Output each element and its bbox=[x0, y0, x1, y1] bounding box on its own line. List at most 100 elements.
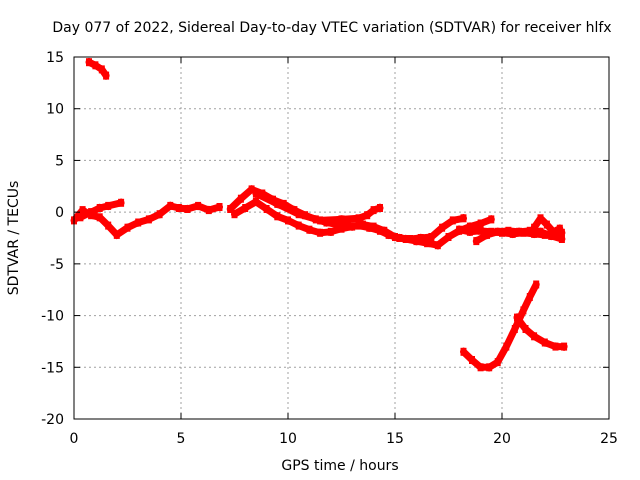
x-axis-label: GPS time / hours bbox=[281, 458, 398, 474]
data-point bbox=[533, 280, 540, 289]
data-series bbox=[70, 58, 568, 372]
data-point bbox=[526, 226, 533, 235]
data-point bbox=[98, 65, 105, 74]
data-point bbox=[242, 204, 249, 212]
data-point bbox=[505, 226, 512, 235]
data-point bbox=[118, 198, 125, 207]
y-tick-label: 0 bbox=[55, 205, 64, 221]
data-point bbox=[469, 356, 475, 364]
data-point bbox=[460, 347, 467, 356]
y-tick-label: -10 bbox=[41, 309, 64, 325]
x-tick-label: 25 bbox=[600, 431, 618, 447]
data-point bbox=[503, 342, 510, 351]
data-point bbox=[216, 203, 223, 211]
data-point bbox=[370, 222, 377, 231]
data-point bbox=[205, 206, 212, 215]
data-point bbox=[306, 225, 313, 234]
data-point bbox=[79, 206, 86, 215]
data-point bbox=[541, 338, 548, 347]
data-point bbox=[295, 221, 302, 230]
chart-title: Day 077 of 2022, Sidereal Day-to-day VTE… bbox=[52, 20, 611, 36]
data-point bbox=[543, 220, 550, 229]
data-point bbox=[552, 342, 559, 351]
data-point bbox=[494, 227, 501, 236]
data-point bbox=[439, 223, 446, 232]
data-point bbox=[424, 239, 431, 248]
data-point bbox=[522, 325, 529, 333]
axis-ticks: 0 5 10 15 20 25 15 10 5 0 -5 -10 -15 -20 bbox=[41, 50, 618, 447]
data-point bbox=[550, 227, 557, 236]
data-point bbox=[88, 208, 95, 217]
data-point bbox=[558, 235, 565, 243]
data-point bbox=[96, 204, 103, 212]
y-tick-label: -20 bbox=[41, 412, 64, 428]
data-point bbox=[317, 228, 324, 237]
series-arc-9 bbox=[530, 214, 564, 236]
data-point bbox=[237, 194, 244, 203]
data-point bbox=[113, 230, 120, 239]
data-point bbox=[466, 227, 473, 236]
data-point bbox=[124, 223, 131, 232]
series-noise bbox=[72, 201, 222, 240]
data-point bbox=[537, 227, 544, 236]
data-point bbox=[263, 205, 270, 213]
y-tick-label: 10 bbox=[46, 102, 64, 118]
data-point bbox=[477, 219, 484, 228]
data-point bbox=[92, 61, 99, 70]
data-point bbox=[338, 215, 345, 224]
data-point bbox=[103, 71, 110, 80]
data-point bbox=[175, 204, 182, 212]
data-point bbox=[511, 325, 518, 333]
data-point bbox=[285, 216, 291, 225]
x-tick-label: 15 bbox=[386, 431, 404, 447]
data-point bbox=[484, 230, 490, 239]
data-point bbox=[167, 201, 174, 210]
data-point bbox=[96, 213, 103, 222]
data-point bbox=[184, 205, 191, 213]
data-point bbox=[327, 227, 334, 236]
data-point bbox=[338, 224, 345, 233]
data-point bbox=[428, 233, 435, 241]
data-point bbox=[349, 222, 356, 231]
x-tick-label: 20 bbox=[493, 431, 511, 447]
data-point bbox=[274, 199, 281, 208]
series-noise bbox=[461, 284, 539, 372]
data-point bbox=[364, 211, 371, 220]
data-point bbox=[105, 201, 112, 210]
series-arc-11 bbox=[513, 313, 568, 351]
data-point bbox=[77, 213, 84, 222]
series-arc-10 bbox=[460, 280, 540, 372]
data-point bbox=[548, 231, 555, 240]
data-point bbox=[531, 223, 538, 232]
y-tick-label: 5 bbox=[55, 153, 64, 169]
data-point bbox=[531, 332, 538, 341]
y-tick-label: -15 bbox=[41, 360, 64, 376]
data-point bbox=[334, 220, 341, 229]
data-point bbox=[135, 218, 142, 227]
data-point bbox=[359, 220, 366, 229]
data-point bbox=[231, 210, 238, 219]
series-arc-6 bbox=[252, 189, 384, 225]
data-point bbox=[252, 189, 259, 198]
data-point bbox=[558, 228, 565, 237]
x-tick-label: 0 bbox=[70, 431, 79, 447]
plot-frame bbox=[73, 56, 610, 420]
data-point bbox=[520, 306, 527, 315]
data-point bbox=[392, 233, 398, 241]
data-point bbox=[488, 215, 495, 224]
x-tick-label: 5 bbox=[177, 431, 186, 447]
data-point bbox=[514, 313, 520, 322]
data-point bbox=[434, 241, 441, 250]
data-point bbox=[355, 214, 362, 223]
data-point bbox=[413, 237, 420, 246]
data-point bbox=[473, 237, 480, 246]
data-point bbox=[494, 358, 501, 367]
y-tick-label: -5 bbox=[50, 257, 64, 273]
data-point bbox=[456, 225, 463, 234]
x-tick-label: 10 bbox=[279, 431, 297, 447]
y-tick-label: 15 bbox=[46, 50, 64, 66]
data-point bbox=[526, 293, 533, 301]
data-point bbox=[274, 212, 281, 221]
series-arc-1 bbox=[85, 58, 110, 80]
